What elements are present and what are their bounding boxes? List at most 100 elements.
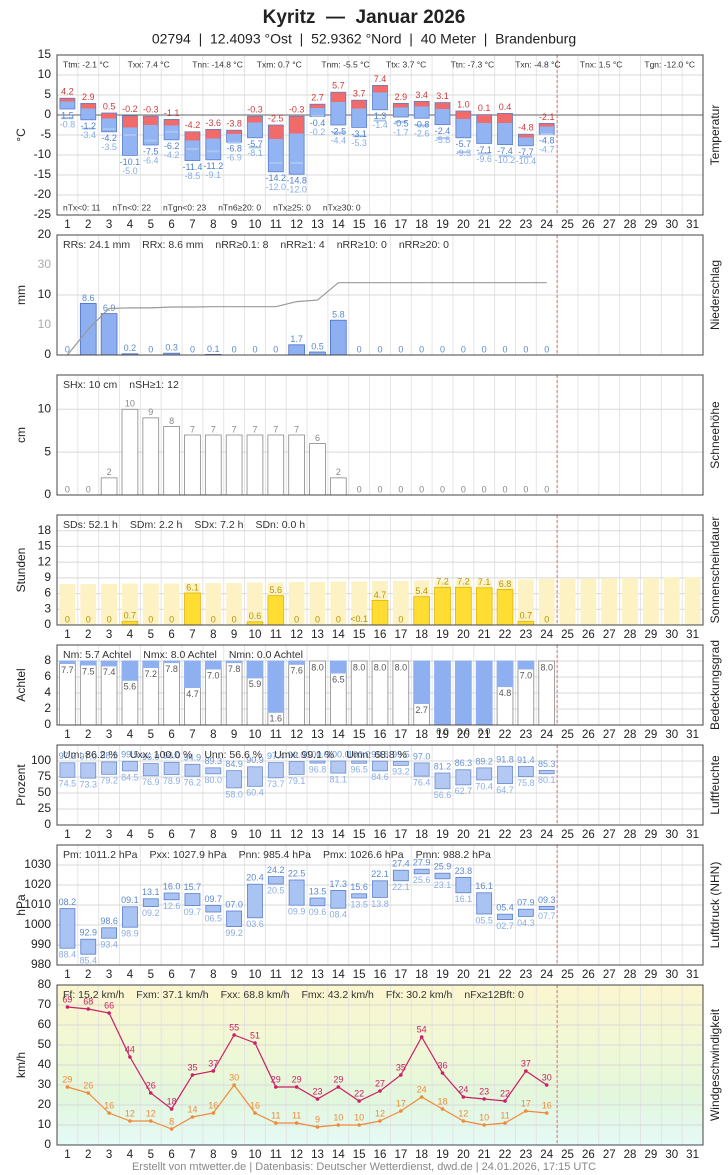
- x-tick-label: 6: [168, 969, 174, 981]
- range-bar: [226, 129, 243, 143]
- x-tick-label: 2: [85, 629, 91, 641]
- range-bar: [142, 763, 159, 777]
- range-bar: [351, 99, 368, 128]
- wind-point: [128, 1119, 132, 1123]
- x-tick-label: 16: [374, 829, 387, 841]
- x-tick-label: 5: [148, 969, 154, 981]
- y-tick-label: 18: [38, 523, 52, 537]
- x-tick-label: 11: [270, 969, 282, 981]
- value-label: 96.0: [142, 752, 160, 762]
- x-tick-label: 11: [270, 1149, 282, 1161]
- bar-remainder: [204, 660, 222, 670]
- wind-point: [86, 1091, 91, 1095]
- value-label: 0: [252, 344, 257, 354]
- y-tick-label: 0: [44, 817, 51, 831]
- value-label: 0: [232, 344, 237, 354]
- range-bar: [538, 906, 555, 911]
- bar: [101, 584, 118, 625]
- y-axis-title: mm: [14, 285, 28, 305]
- bar: [121, 408, 139, 496]
- value-label: 09.1: [121, 895, 139, 905]
- y-tick-label: -10: [34, 147, 52, 161]
- value-label: 16: [104, 1100, 114, 1110]
- y-tick-label: 6: [44, 586, 51, 600]
- range-bar: [142, 115, 159, 146]
- value-label: 16.0: [163, 881, 181, 891]
- value-label: 22: [354, 1088, 364, 1098]
- bar: [475, 587, 493, 626]
- value-label: 51: [250, 1030, 260, 1040]
- x-tick-label: 4: [127, 969, 134, 981]
- wind-point: [378, 1089, 382, 1093]
- y-tick-label: 5: [44, 87, 51, 101]
- x-tick-label: 25: [561, 1149, 574, 1161]
- bar-remainder: [246, 660, 264, 679]
- value-label: 0.0: [436, 726, 449, 736]
- value-label: 0: [482, 344, 487, 354]
- value-label: 81.2: [434, 761, 452, 771]
- value-label: 1.3: [374, 111, 387, 121]
- x-tick-label: 11: [270, 829, 282, 841]
- value-label: 0: [398, 614, 403, 624]
- x-tick-label: 15: [353, 219, 366, 231]
- x-tick-label: 22: [499, 629, 512, 641]
- y-tick-label: 100: [31, 753, 51, 767]
- wind-point: [148, 1119, 153, 1123]
- wind-point: [336, 1123, 341, 1127]
- value-label: 16: [250, 1100, 260, 1110]
- wind-point: [482, 1123, 486, 1127]
- stat: Fxx: 68.8 km/h: [221, 989, 290, 1001]
- value-label: 4.8: [499, 688, 512, 698]
- x-tick-label: 18: [415, 1149, 428, 1161]
- value-label: 0: [211, 614, 216, 624]
- bar: [100, 313, 118, 356]
- x-tick-label: 5: [148, 729, 154, 741]
- value-label: 56.6: [434, 790, 452, 800]
- range-bar: [476, 892, 493, 915]
- value-label: 0.1: [478, 103, 491, 113]
- x-tick-label: 3: [106, 219, 112, 231]
- bar-remainder: [163, 660, 181, 664]
- y-tick-label: 25: [38, 801, 52, 815]
- x-tick-label: 24: [540, 829, 553, 841]
- value-label: 07.7: [538, 911, 556, 921]
- stat: Tnn: -14.8 °C: [192, 59, 243, 69]
- value-label: 7: [294, 424, 299, 434]
- value-label: 10: [354, 1112, 364, 1122]
- stat: Umx: 99.1 %: [274, 749, 334, 761]
- value-label: 09.7: [184, 907, 202, 917]
- bar: [496, 588, 514, 626]
- panel-frame: [56, 844, 704, 966]
- x-tick-label: 10: [249, 1149, 262, 1161]
- range-bar: [497, 113, 513, 146]
- value-label: 7.6: [290, 666, 303, 676]
- x-tick-label: 19: [436, 829, 449, 841]
- value-label: 0.7: [520, 611, 533, 621]
- bar: [601, 578, 618, 625]
- value-label: 0: [86, 484, 91, 494]
- value-label: 80.0: [205, 775, 223, 785]
- value-label: 29: [333, 1074, 343, 1084]
- range-bar: [538, 770, 555, 775]
- value-label: 10: [333, 1112, 343, 1122]
- value-label: 7.2: [145, 669, 158, 679]
- x-tick-label: 15: [353, 969, 366, 981]
- value-label: -0.3: [289, 105, 305, 115]
- stat: Pxx: 1027.9 hPa: [150, 849, 227, 861]
- x-tick-label: 29: [645, 629, 658, 641]
- x-tick-label: 9: [231, 729, 237, 741]
- bar: [59, 584, 76, 625]
- value-label: -10.4: [516, 156, 537, 166]
- value-label: 44: [125, 1044, 135, 1054]
- x-tick-label: 20: [457, 219, 470, 231]
- value-label: -5.3: [351, 138, 367, 148]
- value-label: -0.8: [414, 120, 430, 130]
- bar: [205, 583, 222, 625]
- range-bar: [101, 761, 117, 775]
- y-axis-title: cm: [14, 427, 28, 443]
- x-tick-label: 5: [148, 829, 154, 841]
- value-label: 0: [65, 614, 70, 624]
- bar-remainder: [79, 660, 97, 666]
- value-label: 76.2: [184, 778, 202, 788]
- value-label: 7: [232, 424, 237, 434]
